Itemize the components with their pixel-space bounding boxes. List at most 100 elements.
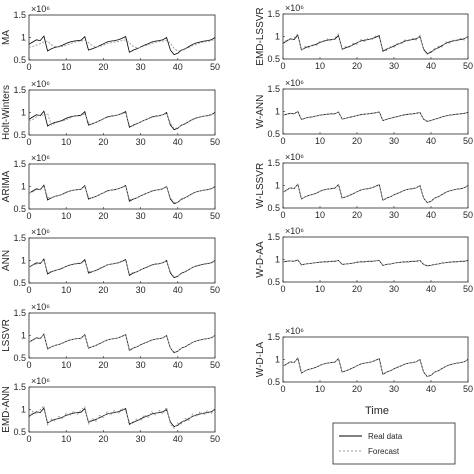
x-tick-label: 40 <box>173 285 183 295</box>
x-tick-label: 20 <box>98 285 108 295</box>
y-tick-label: 0.5 <box>13 204 26 214</box>
x-tick-label: 30 <box>389 210 399 220</box>
x-tick-label: 20 <box>352 284 362 294</box>
x-tick-label: 50 <box>210 360 220 370</box>
y-tick-label: 1.5 <box>267 232 280 242</box>
x-tick-label: 10 <box>315 284 325 294</box>
x-tick-label: 30 <box>136 360 146 370</box>
x-tick-label: 50 <box>210 137 220 147</box>
y-tick-label: 0.5 <box>13 278 26 288</box>
x-tick-label: 40 <box>426 384 436 394</box>
plot-area <box>282 336 469 383</box>
panel-ma: 0 10 20 30 40 50 0.5 1 1.5 ×10⁶ MA <box>1 4 220 72</box>
x-tick-label: 30 <box>136 285 146 295</box>
x-tick-label: 0 <box>26 360 31 370</box>
exponent-label: ×10⁶ <box>31 227 50 237</box>
y-tick-label: 1.5 <box>13 382 26 392</box>
legend-real-data-label: Real data <box>368 432 403 441</box>
x-tick-label: 40 <box>426 61 436 71</box>
y-tick-label: 1 <box>275 32 280 42</box>
x-tick-label: 20 <box>98 211 108 221</box>
x-tick-label: 30 <box>136 62 146 72</box>
forecast-line <box>28 259 216 278</box>
y-tick-label: 1 <box>275 255 280 265</box>
exponent-label: ×10⁶ <box>31 79 50 89</box>
x-tick-label: 50 <box>210 434 220 444</box>
x-tick-label: 50 <box>463 284 473 294</box>
real-data-line <box>28 407 216 428</box>
real-data-line <box>282 110 469 122</box>
y-axis-label: EMD-ANN <box>1 386 12 433</box>
plot-area <box>28 14 216 61</box>
exponent-label: ×10⁶ <box>31 153 50 163</box>
x-tick-label: 40 <box>173 62 183 72</box>
panel-w-d-la: 0 10 20 30 40 50 0.5 1 1.5 ×10⁶ W-D-LA <box>255 326 473 394</box>
exponent-label: ×10⁶ <box>285 78 304 88</box>
legend-box <box>332 422 456 465</box>
x-tick-label: 10 <box>61 137 71 147</box>
exponent-label: ×10⁶ <box>285 226 304 236</box>
forecast-line <box>282 259 469 267</box>
x-tick-label: 10 <box>315 61 325 71</box>
x-tick-label: 20 <box>98 360 108 370</box>
plot-area <box>28 312 216 359</box>
exponent-label: ×10⁶ <box>31 4 50 14</box>
x-tick-label: 20 <box>98 434 108 444</box>
y-axis-label: ANN <box>1 250 12 271</box>
x-tick-label: 30 <box>389 136 399 146</box>
x-tick-label: 10 <box>61 62 71 72</box>
x-tick-label: 50 <box>463 384 473 394</box>
x-tick-label: 30 <box>136 434 146 444</box>
forecast-line <box>282 357 469 378</box>
y-tick-label: 0.5 <box>267 129 280 139</box>
plot-area <box>28 89 216 136</box>
y-tick-label: 1.5 <box>13 85 26 95</box>
x-tick-label: 20 <box>352 384 362 394</box>
x-tick-label: 0 <box>280 210 285 220</box>
x-tick-label: 10 <box>315 384 325 394</box>
y-tick-label: 0.5 <box>267 377 280 387</box>
x-tick-label: 0 <box>280 61 285 71</box>
forecast-line <box>282 183 469 204</box>
exponent-label: ×10⁶ <box>285 152 304 162</box>
forecast-line <box>282 32 469 56</box>
y-axis-label: Holt-Winters <box>1 85 12 140</box>
x-tick-label: 40 <box>426 210 436 220</box>
x-tick-label: 10 <box>61 285 71 295</box>
x-tick-label: 0 <box>26 62 31 72</box>
x-tick-label: 0 <box>280 136 285 146</box>
forecast-line <box>28 185 216 204</box>
x-tick-label: 10 <box>315 210 325 220</box>
y-tick-label: 1 <box>21 182 26 192</box>
panel-ann: 0 10 20 30 40 50 0.5 1 1.5 ×10⁶ ANN <box>1 227 220 295</box>
y-tick-label: 1 <box>21 108 26 118</box>
x-tick-label: 30 <box>389 61 399 71</box>
y-tick-label: 0.5 <box>13 427 26 437</box>
x-tick-label: 40 <box>173 211 183 221</box>
y-tick-label: 1.5 <box>13 308 26 318</box>
x-tick-label: 20 <box>98 62 108 72</box>
x-tick-label: 30 <box>136 137 146 147</box>
x-tick-label: 40 <box>426 136 436 146</box>
x-tick-label: 20 <box>98 137 108 147</box>
x-tick-label: 20 <box>352 210 362 220</box>
exponent-label: ×10⁶ <box>31 302 50 312</box>
y-axis-label: LSSVR <box>1 319 12 352</box>
forecast-line <box>28 111 216 130</box>
panel-arima: 0 10 20 30 40 50 0.5 1 1.5 ×10⁶ ARIMA <box>1 153 220 221</box>
x-tick-label: 50 <box>463 136 473 146</box>
y-tick-label: 1.5 <box>13 233 26 243</box>
y-tick-label: 1.5 <box>267 332 280 342</box>
plot-area <box>282 88 469 135</box>
x-tick-label: 50 <box>210 62 220 72</box>
x-tick-label: 40 <box>173 360 183 370</box>
plot-area <box>28 386 216 433</box>
x-tick-label: 10 <box>315 136 325 146</box>
x-tick-label: 10 <box>61 211 71 221</box>
x-tick-label: 0 <box>280 384 285 394</box>
panel-emd-lssvr: 0 10 20 30 40 50 0.5 1 1.5 ×10⁶ EMD-LSSVR <box>255 3 473 71</box>
y-tick-label: 1 <box>21 331 26 341</box>
y-axis-label: W-LSSVR <box>255 163 266 208</box>
